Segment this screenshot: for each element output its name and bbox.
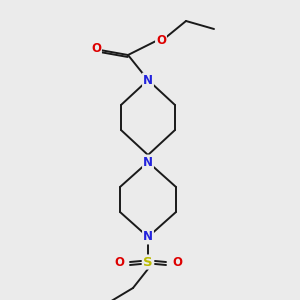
Text: N: N [143, 74, 153, 86]
Text: O: O [91, 43, 101, 56]
Text: O: O [114, 256, 124, 269]
Text: N: N [143, 230, 153, 244]
Text: O: O [156, 34, 166, 46]
Text: O: O [172, 256, 182, 269]
Text: N: N [143, 155, 153, 169]
Text: S: S [143, 256, 153, 268]
